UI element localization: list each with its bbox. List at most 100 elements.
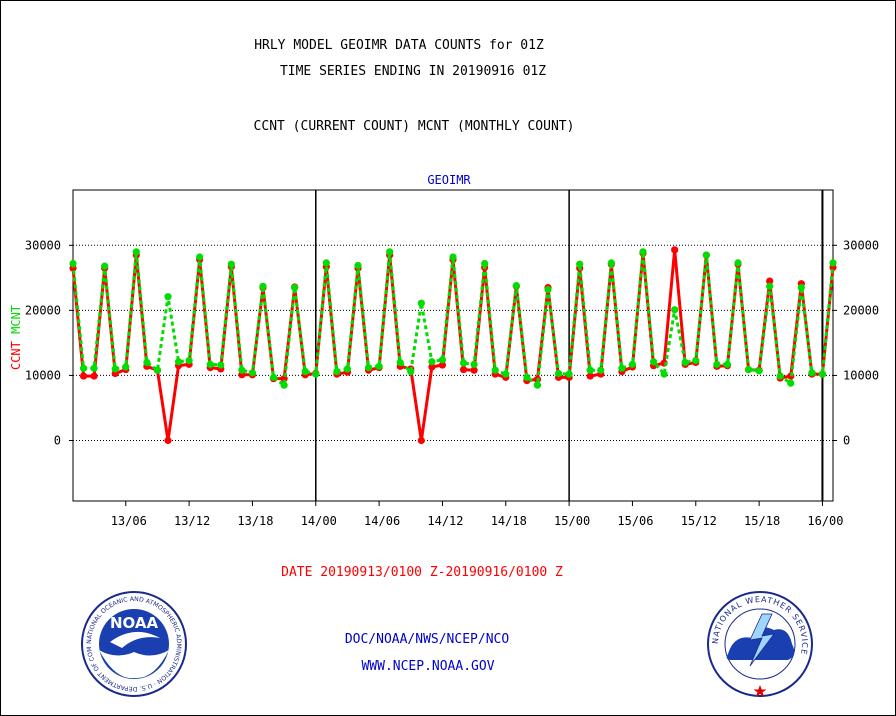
data-point-mcnt	[301, 367, 309, 376]
data-point-mcnt	[132, 248, 140, 256]
data-point-mcnt	[734, 259, 742, 267]
data-point-mcnt	[818, 370, 827, 378]
x-tick-label: 14/00	[301, 514, 337, 528]
data-point-ccnt	[164, 436, 172, 445]
y-axis-label-ccnt: CCNT	[9, 341, 23, 370]
x-tick-label: 14/12	[427, 514, 463, 528]
x-tick-label: 15/18	[744, 514, 780, 528]
data-point-mcnt	[797, 283, 805, 292]
data-point-mcnt	[248, 369, 257, 377]
x-tick-label: 15/06	[617, 514, 653, 528]
data-point-mcnt	[238, 366, 246, 374]
data-point-mcnt	[364, 364, 373, 372]
data-point-mcnt	[766, 282, 774, 290]
data-point-mcnt	[407, 367, 415, 376]
noaa-logo: NOAA NATIONAL OCEANIC AND ATMOSPHERIC AD…	[80, 590, 187, 697]
x-tick-label: 13/12	[174, 514, 210, 528]
x-tick-label: 16/00	[807, 514, 843, 528]
nws-logo: NATIONAL WEATHER SERVICE	[707, 591, 813, 697]
data-point-mcnt	[206, 360, 214, 368]
data-point-mcnt	[459, 359, 468, 367]
data-point-mcnt	[196, 253, 204, 261]
data-point-mcnt	[185, 356, 193, 365]
data-point-mcnt	[143, 358, 151, 367]
data-point-mcnt	[174, 358, 183, 366]
data-point-mcnt	[153, 366, 162, 374]
data-point-mcnt	[333, 367, 341, 376]
data-point-ccnt	[586, 372, 594, 380]
x-tick-label: 13/06	[111, 514, 147, 528]
data-point-mcnt	[259, 282, 267, 290]
y-axis-label: CCNT MCNT	[9, 305, 23, 370]
data-point-ccnt	[90, 372, 98, 380]
data-point-mcnt	[776, 372, 784, 380]
data-point-mcnt	[491, 366, 499, 374]
data-point-mcnt	[386, 248, 394, 256]
data-point-mcnt	[512, 282, 520, 290]
data-point-mcnt	[396, 358, 404, 367]
data-point-mcnt	[291, 283, 299, 292]
y-tick-label-right: 30000	[843, 238, 879, 252]
data-point-mcnt	[101, 262, 109, 270]
data-point-mcnt	[375, 362, 383, 370]
y-tick-label-left: 0	[54, 433, 61, 447]
data-point-mcnt	[723, 360, 732, 368]
data-point-mcnt	[554, 369, 563, 378]
data-point-mcnt	[417, 299, 425, 307]
data-point-mcnt	[502, 370, 510, 378]
data-point-mcnt	[122, 363, 130, 371]
data-point-mcnt	[343, 365, 352, 373]
x-tick-label: 15/00	[554, 514, 590, 528]
data-point-mcnt	[227, 260, 235, 268]
y-tick-label-right: 20000	[843, 303, 879, 317]
data-point-mcnt	[597, 366, 605, 374]
y-tick-label-left: 10000	[25, 368, 61, 382]
data-point-mcnt	[312, 370, 320, 378]
data-point-ccnt	[459, 365, 468, 374]
data-point-mcnt	[713, 360, 721, 368]
data-point-ccnt	[428, 363, 436, 371]
data-point-mcnt	[544, 285, 552, 294]
data-point-mcnt	[607, 259, 615, 267]
date-range-label: DATE 20190913/0100 Z-20190916/0100 Z	[281, 565, 563, 580]
data-point-mcnt	[576, 260, 584, 268]
data-point-mcnt	[586, 366, 594, 374]
data-point-mcnt	[269, 373, 278, 381]
y-axis-label-mcnt: MCNT	[9, 305, 23, 341]
data-point-mcnt	[481, 259, 489, 268]
data-point-mcnt	[90, 364, 98, 372]
data-point-mcnt	[428, 358, 436, 366]
data-point-mcnt	[438, 356, 447, 364]
chart-svg: 0 0 10000 10000 20000 20000 30000 30000 13/06 13/…	[9, 173, 879, 528]
series-line-ccnt	[71, 248, 835, 442]
agency-label: DOC/NOAA/NWS/NCEP/NCO	[344, 632, 510, 647]
data-point-mcnt	[744, 365, 753, 374]
data-point-mcnt	[79, 364, 88, 372]
data-point-mcnt	[702, 251, 710, 259]
data-point-ccnt	[417, 436, 425, 445]
data-point-mcnt	[164, 293, 172, 301]
data-point-mcnt	[639, 248, 647, 256]
data-point-mcnt	[354, 261, 362, 270]
y-tick-label-right: 0	[843, 433, 850, 447]
data-point-mcnt	[787, 379, 795, 387]
data-point-mcnt	[470, 360, 478, 368]
chart-title-line1: HRLY MODEL GEOIMR DATA COUNTS for 01Z	[254, 38, 544, 53]
chart-inner-title: GEOIMR	[427, 173, 471, 187]
data-point-mcnt	[660, 370, 668, 378]
data-point-mcnt	[628, 360, 637, 368]
y-tick-label-left: 30000	[25, 238, 61, 252]
data-point-mcnt	[681, 358, 689, 367]
x-tick-label: 14/06	[364, 514, 400, 528]
data-point-mcnt	[533, 381, 542, 389]
data-point-mcnt	[649, 358, 658, 366]
website-link[interactable]: WWW.NCEP.NOAA.GOV	[361, 659, 495, 674]
data-point-mcnt	[671, 306, 679, 314]
data-point-ccnt	[766, 277, 774, 285]
data-point-mcnt	[565, 370, 573, 378]
x-tick-label: 15/12	[681, 514, 717, 528]
data-point-mcnt	[755, 367, 763, 375]
data-point-mcnt	[618, 364, 626, 372]
x-tick-label: 13/18	[237, 514, 273, 528]
data-point-mcnt	[449, 253, 457, 261]
